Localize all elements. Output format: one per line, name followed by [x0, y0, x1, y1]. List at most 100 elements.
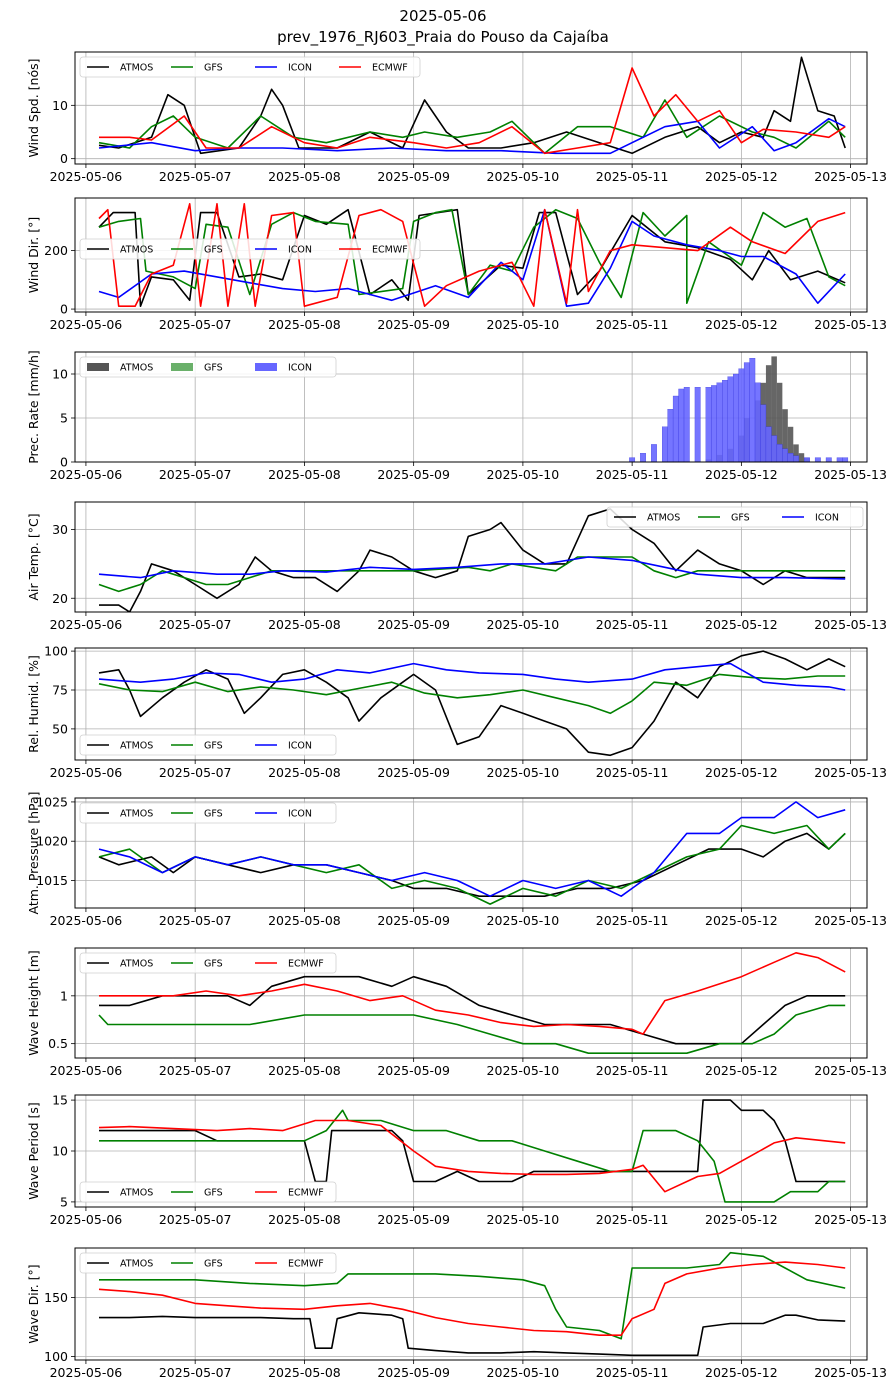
y-tick-label: 0	[60, 302, 68, 317]
series-line-ecmwf	[98, 1119, 846, 1193]
legend: ATMOS GFS ICON	[79, 734, 337, 756]
legend-label-ecmwf: ECMWF	[372, 245, 408, 256]
y-tick-label: 5	[60, 411, 68, 426]
x-tick-label: 2025-05-08	[268, 1063, 341, 1078]
x-tick-label: 2025-05-07	[159, 1063, 232, 1078]
series-line-gfs	[98, 99, 846, 155]
x-tick-label: 2025-05-07	[159, 913, 232, 928]
x-tick-label: 2025-05-11	[596, 1212, 669, 1227]
legend: ATMOS GFS ECMWF	[79, 952, 337, 974]
bar-icon	[640, 453, 646, 462]
legend-label-icon: ICON	[288, 741, 312, 752]
x-tick-label: 2025-05-06	[50, 169, 123, 184]
axes-frame	[74, 647, 868, 761]
y-tick-label: 20	[52, 591, 68, 606]
bar-icon	[814, 457, 821, 462]
x-tick-label: 2025-05-12	[705, 617, 778, 632]
legend-label-icon: ICON	[815, 513, 839, 524]
axes-frame	[74, 947, 868, 1059]
series-line-atmos	[98, 56, 846, 155]
x-tick-label: 2025-05-12	[705, 317, 778, 332]
legend-label-gfs: GFS	[204, 741, 223, 752]
legend-box	[79, 356, 337, 378]
x-tick-label: 2025-05-08	[268, 317, 341, 332]
panel-2: 2025-05-06 2025-05-07 2025-05-08 2025-05-09…	[26, 350, 886, 482]
panel-6: 2025-05-06 2025-05-07 2025-05-08 2025-05-09…	[26, 947, 886, 1078]
x-tick-label: 2025-05-11	[596, 617, 669, 632]
x-tick-label: 2025-05-11	[596, 1365, 669, 1380]
series-line-ecmwf	[99, 952, 846, 1035]
x-tick-label: 2025-05-07	[159, 467, 232, 482]
bar-atmos	[787, 426, 794, 462]
bar-icon	[804, 457, 810, 462]
x-tick-label: 2025-05-10	[487, 1365, 560, 1380]
series-group	[98, 650, 846, 757]
x-tick-label: 2025-05-09	[377, 467, 450, 482]
x-tick-label: 2025-05-11	[596, 1063, 669, 1078]
series-group	[98, 952, 846, 1054]
legend-label-gfs: GFS	[204, 63, 223, 74]
figure-date-title: 2025-05-06	[399, 7, 487, 25]
x-tick-label: 2025-05-12	[705, 913, 778, 928]
y-tick-label: 50	[52, 721, 68, 736]
x-tick-label: 2025-05-07	[159, 169, 232, 184]
bar-icon	[793, 455, 799, 462]
legend-label-atmos: ATMOS	[120, 1259, 153, 1270]
bar-icon	[733, 373, 739, 462]
bar-icon	[727, 376, 734, 462]
x-tick-label: 2025-05-07	[159, 765, 232, 780]
axes-frame	[74, 797, 868, 909]
bar-icon	[678, 388, 685, 462]
panel-3: 2025-05-06 2025-05-07 2025-05-08 2025-05-09…	[26, 501, 886, 632]
axes-frame	[74, 51, 868, 165]
x-tick-label: 2025-05-09	[377, 317, 450, 332]
y-axis-label: Rel. Humid. [%]	[26, 655, 41, 753]
x-tick-label: 2025-05-08	[268, 1365, 341, 1380]
series-line-gfs	[98, 556, 846, 593]
y-tick-label: 10	[52, 1144, 68, 1159]
y-axis-label: Prec. Rate [mm/h]	[26, 350, 41, 464]
legend-box	[79, 802, 337, 824]
y-tick-label: 75	[52, 683, 68, 698]
panel-8: 2025-05-06 2025-05-07 2025-05-08 2025-05-09…	[26, 1247, 886, 1380]
legend-label-ecmwf: ECMWF	[372, 63, 408, 74]
x-tick-label: 2025-05-13	[814, 765, 886, 780]
y-tick-label: 1	[60, 988, 68, 1003]
bar-icon	[667, 409, 674, 462]
legend: ATMOS GFS ECMWF	[79, 1181, 337, 1203]
bar-icon	[782, 448, 788, 462]
series-group	[98, 56, 846, 155]
legend: ATMOS GFS ECMWF	[79, 1252, 337, 1274]
series-line-gfs	[98, 208, 846, 304]
y-tick-label: 1015	[36, 873, 68, 888]
series-line-gfs	[99, 1251, 846, 1340]
bar-atmos	[793, 444, 799, 462]
axes-frame	[74, 1247, 868, 1361]
y-tick-label: 1025	[36, 794, 68, 809]
legend-label-ecmwf: ECMWF	[288, 1188, 324, 1199]
y-tick-label: 10	[52, 367, 68, 382]
legend: ATMOS GFS ICON	[79, 356, 337, 378]
x-tick-label: 2025-05-13	[814, 317, 886, 332]
x-tick-label: 2025-05-06	[50, 1063, 123, 1078]
legend-box	[79, 56, 421, 78]
legend-swatch-gfs	[171, 363, 193, 371]
bar-icon	[683, 387, 690, 462]
x-tick-label: 2025-05-09	[377, 913, 450, 928]
y-tick-label: 10	[52, 98, 68, 113]
legend: ATMOS GFS ICON	[79, 802, 337, 824]
y-tick-label: 15	[52, 1093, 68, 1108]
x-tick-label: 2025-05-10	[487, 617, 560, 632]
axes-frame	[74, 501, 868, 613]
x-tick-label: 2025-05-07	[159, 1212, 232, 1227]
x-tick-label: 2025-05-12	[705, 467, 778, 482]
x-tick-label: 2025-05-12	[705, 1063, 778, 1078]
y-tick-label: 200	[44, 243, 68, 258]
legend-label-atmos: ATMOS	[120, 363, 153, 374]
bar-icon	[765, 426, 772, 462]
x-tick-label: 2025-05-09	[377, 617, 450, 632]
legend-label-atmos: ATMOS	[120, 63, 153, 74]
x-tick-label: 2025-05-07	[159, 617, 232, 632]
legend-label-gfs: GFS	[204, 245, 223, 256]
